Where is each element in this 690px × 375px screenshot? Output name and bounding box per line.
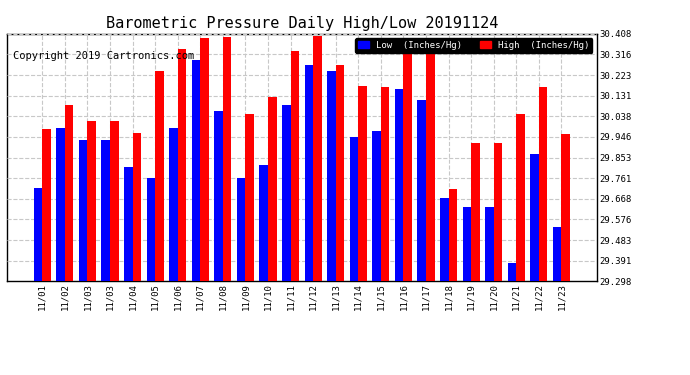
Bar: [531, 154, 539, 281]
Bar: [200, 38, 209, 281]
Bar: [304, 64, 313, 281]
Bar: [373, 131, 381, 281]
Bar: [417, 100, 426, 281]
Bar: [79, 140, 88, 281]
Bar: [448, 189, 457, 281]
Bar: [508, 263, 516, 281]
Bar: [327, 71, 336, 281]
Bar: [494, 142, 502, 281]
Bar: [178, 49, 186, 281]
Bar: [132, 132, 141, 281]
Bar: [471, 142, 480, 281]
Bar: [101, 140, 110, 281]
Bar: [268, 97, 277, 281]
Bar: [237, 178, 246, 281]
Bar: [169, 128, 178, 281]
Bar: [246, 114, 254, 281]
Text: Copyright 2019 Cartronics.com: Copyright 2019 Cartronics.com: [13, 51, 194, 61]
Bar: [313, 36, 322, 281]
Bar: [124, 167, 132, 281]
Bar: [65, 105, 73, 281]
Bar: [155, 71, 164, 281]
Bar: [358, 86, 367, 281]
Bar: [215, 111, 223, 281]
Bar: [57, 128, 65, 281]
Bar: [553, 227, 562, 281]
Bar: [223, 37, 231, 281]
Bar: [562, 134, 570, 281]
Bar: [282, 105, 290, 281]
Title: Barometric Pressure Daily High/Low 20191124: Barometric Pressure Daily High/Low 20191…: [106, 16, 498, 31]
Bar: [88, 122, 96, 281]
Legend: Low  (Inches/Hg), High  (Inches/Hg): Low (Inches/Hg), High (Inches/Hg): [355, 38, 592, 53]
Bar: [110, 122, 119, 281]
Bar: [539, 87, 547, 281]
Bar: [290, 51, 299, 281]
Bar: [336, 64, 344, 281]
Bar: [34, 188, 42, 281]
Bar: [485, 207, 494, 281]
Bar: [381, 87, 389, 281]
Bar: [440, 198, 449, 281]
Bar: [259, 165, 268, 281]
Bar: [350, 137, 358, 281]
Bar: [395, 89, 404, 281]
Bar: [462, 207, 471, 281]
Bar: [42, 129, 51, 281]
Bar: [146, 178, 155, 281]
Bar: [404, 49, 412, 281]
Bar: [516, 114, 525, 281]
Bar: [192, 60, 200, 281]
Bar: [426, 50, 435, 281]
